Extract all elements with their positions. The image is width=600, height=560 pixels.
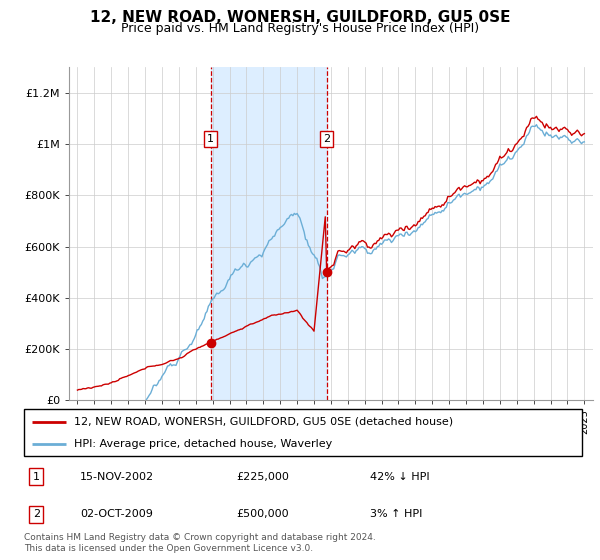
Text: Contains HM Land Registry data © Crown copyright and database right 2024.
This d: Contains HM Land Registry data © Crown c… — [24, 533, 376, 553]
Text: £225,000: £225,000 — [236, 472, 289, 482]
Text: 12, NEW ROAD, WONERSH, GUILDFORD, GU5 0SE (detached house): 12, NEW ROAD, WONERSH, GUILDFORD, GU5 0S… — [74, 417, 454, 427]
Text: 2: 2 — [323, 134, 330, 144]
Text: 42% ↓ HPI: 42% ↓ HPI — [370, 472, 430, 482]
Text: 15-NOV-2002: 15-NOV-2002 — [80, 472, 154, 482]
Text: £500,000: £500,000 — [236, 510, 289, 520]
Text: 1: 1 — [33, 472, 40, 482]
Text: HPI: Average price, detached house, Waverley: HPI: Average price, detached house, Wave… — [74, 438, 332, 449]
Bar — [211, 67, 326, 400]
Text: 2: 2 — [33, 510, 40, 520]
Text: 3% ↑ HPI: 3% ↑ HPI — [370, 510, 422, 520]
Text: Price paid vs. HM Land Registry's House Price Index (HPI): Price paid vs. HM Land Registry's House … — [121, 22, 479, 35]
Text: 02-OCT-2009: 02-OCT-2009 — [80, 510, 152, 520]
Text: 12, NEW ROAD, WONERSH, GUILDFORD, GU5 0SE: 12, NEW ROAD, WONERSH, GUILDFORD, GU5 0S… — [90, 10, 510, 25]
Text: 1: 1 — [207, 134, 214, 144]
